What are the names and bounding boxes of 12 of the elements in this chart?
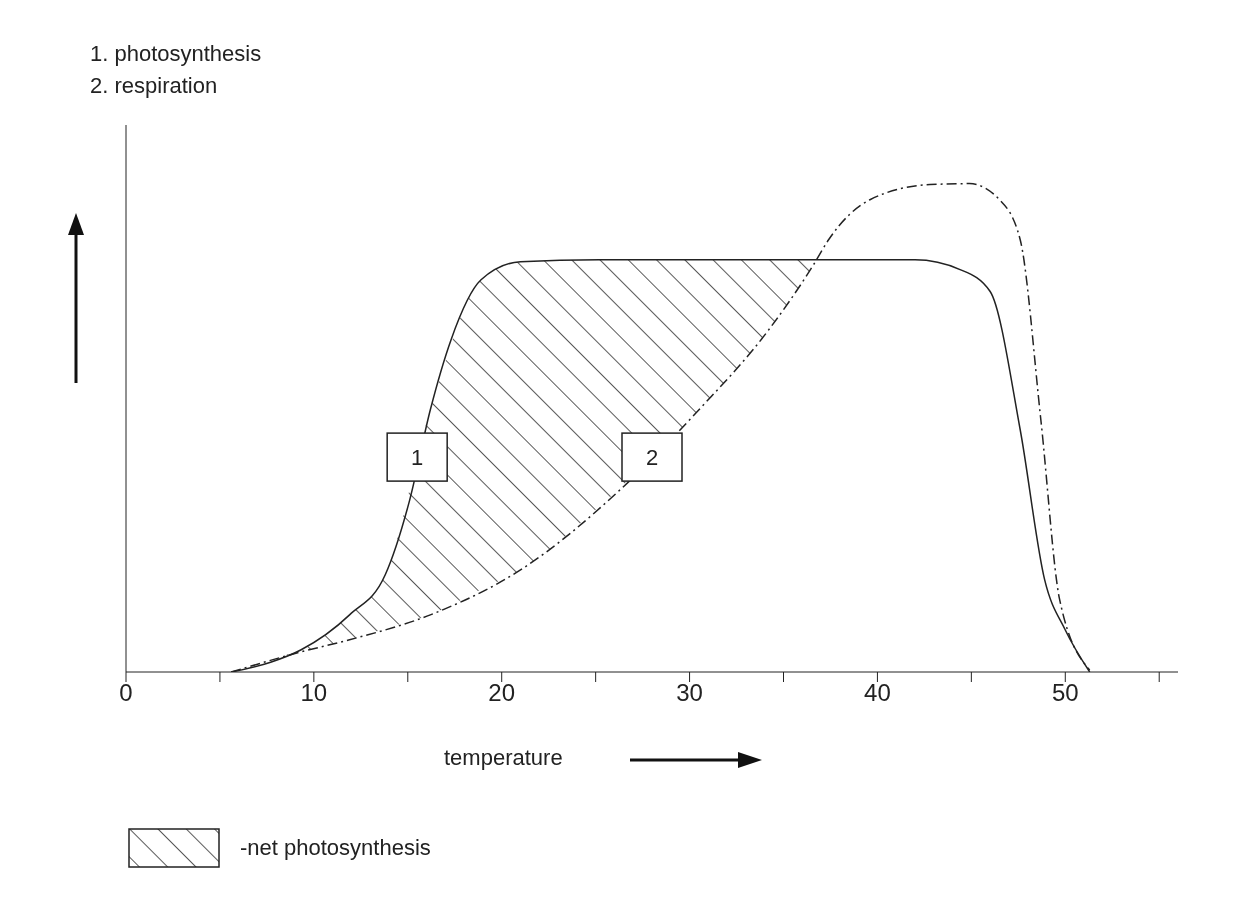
x-tick-label: 20: [488, 679, 516, 707]
text: 1. photosynthesis: [90, 40, 262, 68]
x-axis-title: temperature: [444, 745, 563, 771]
x-tick-label: 50: [1051, 679, 1079, 707]
text: 2. respiration: [90, 72, 219, 100]
annotation: 2: [645, 445, 659, 471]
annotation: 1: [411, 445, 424, 471]
x-tick-label: 30: [676, 679, 703, 707]
text: -net photosynthesis: [240, 835, 431, 861]
x-tick-label: 0: [119, 679, 133, 707]
x-tick-label: 10: [300, 679, 328, 707]
x-tick-label: 40: [864, 679, 891, 707]
